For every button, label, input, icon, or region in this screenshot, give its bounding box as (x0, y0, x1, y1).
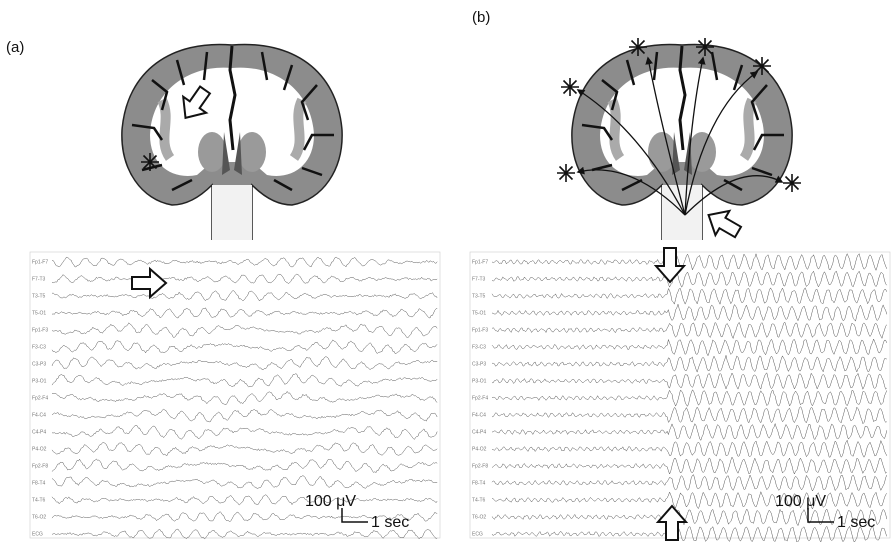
figure: (a) (b) Fp1-F7 F7-T3 T3-T5 T5-O1 Fp1-F3 F3-C3… (0, 0, 892, 542)
eeg-trace (492, 288, 887, 304)
eeg-trace (52, 391, 437, 404)
scale-time: 1 sec (837, 514, 875, 531)
eeg-trace (52, 323, 437, 338)
eeg-trace (52, 425, 437, 439)
channel-label: T4-T6 (472, 497, 486, 503)
brain-image (122, 44, 342, 240)
eeg-trace (52, 495, 437, 505)
panel-label: (b) (472, 9, 490, 26)
channel-label: P3-O1 (472, 378, 487, 384)
eeg-trace (52, 274, 437, 284)
eeg-trace (492, 526, 887, 542)
eeg-trace (52, 308, 437, 318)
eeg-trace (492, 407, 887, 424)
channel-label: Fp2-F4 (32, 395, 48, 401)
arrow-icon (658, 506, 686, 540)
eeg-trace (492, 339, 887, 356)
eeg-trace (52, 357, 437, 370)
channel-label: Fp2-F4 (472, 395, 488, 401)
channel-label: T6-O2 (32, 514, 46, 520)
channel-label: T5-O1 (32, 310, 46, 316)
channel-label: F8-T4 (472, 480, 486, 486)
asterisk-icon (696, 38, 714, 56)
eeg-trace (492, 304, 887, 321)
channel-label: Fp1-F7 (472, 259, 488, 265)
asterisk-icon (557, 164, 575, 182)
channel-label: F4-C4 (32, 412, 46, 418)
scale-amplitude: 100 μV (305, 493, 356, 510)
eeg-trace (52, 409, 437, 422)
eeg-trace (52, 291, 437, 302)
asterisk-icon (783, 174, 801, 192)
channel-label: F4-C4 (472, 412, 486, 418)
channel-label: F3-C3 (32, 344, 46, 350)
eeg-trace (52, 475, 437, 488)
eeg-trace (492, 373, 887, 389)
eeg-trace (492, 390, 887, 407)
eeg-trace (492, 254, 887, 271)
channel-label: F8-T4 (32, 480, 46, 486)
channel-label: C3-P3 (32, 361, 46, 367)
eeg-trace (492, 440, 887, 457)
asterisk-icon (141, 153, 159, 171)
panel-label: (a) (6, 39, 24, 56)
scale-amplitude: 100 μV (775, 493, 826, 510)
channel-label: F7-T3 (472, 276, 486, 282)
channel-label: Fp1-F7 (32, 259, 48, 265)
eeg-trace (492, 355, 887, 372)
arrow-icon (656, 248, 684, 282)
channel-label: P4-O2 (32, 446, 47, 452)
asterisk-icon (629, 38, 647, 56)
channel-label: T6-O2 (472, 514, 486, 520)
eeg-trace (492, 322, 887, 338)
channel-label: T3-T5 (472, 293, 486, 299)
asterisk-icon (753, 57, 771, 75)
channel-label: P4-O2 (472, 446, 487, 452)
eeg-trace (52, 459, 437, 473)
arrow-icon (132, 269, 166, 297)
eeg-trace (492, 475, 887, 491)
eeg-trace (492, 457, 887, 474)
eeg-trace (492, 271, 887, 287)
eeg-trace (492, 492, 887, 509)
channel-label: C4-P4 (472, 429, 486, 435)
channel-label: T5-O1 (472, 310, 486, 316)
channel-label: F7-T3 (32, 276, 46, 282)
channel-label: ECG (32, 531, 43, 537)
scale-time: 1 sec (371, 514, 409, 531)
eeg-trace (52, 374, 437, 387)
channel-label: T3-T5 (32, 293, 46, 299)
channel-label: C3-P3 (472, 361, 486, 367)
eeg-trace (52, 340, 437, 354)
channel-label: Fp1-F3 (472, 327, 488, 333)
eeg-trace (492, 424, 887, 441)
asterisk-icon (561, 78, 579, 96)
channel-label: ECG (472, 531, 483, 537)
channel-label: P3-O1 (32, 378, 47, 384)
channel-label: T4-T6 (32, 497, 46, 503)
eeg-trace (52, 257, 437, 267)
channel-label: Fp1-F3 (32, 327, 48, 333)
eeg-trace (52, 443, 437, 456)
arrow-icon (702, 203, 745, 244)
channel-label: Fp2-F8 (32, 463, 48, 469)
channel-label: F3-C3 (472, 344, 486, 350)
scale-bar (342, 508, 368, 522)
eeg-trace (492, 509, 887, 526)
channel-label: C4-P4 (32, 429, 46, 435)
channel-label: Fp2-F8 (472, 463, 488, 469)
